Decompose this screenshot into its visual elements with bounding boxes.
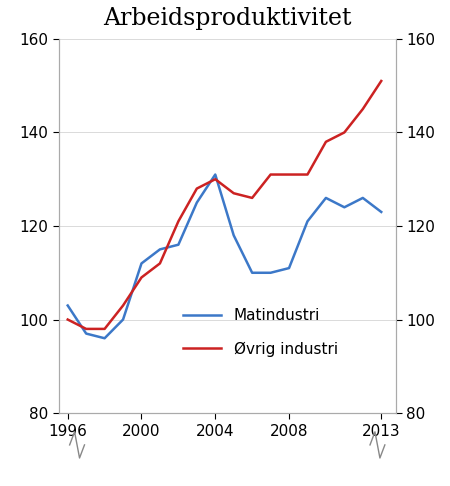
Matindustri: [212, 172, 218, 177]
Matindustri: [342, 204, 347, 210]
Øvrig industri: [212, 176, 218, 182]
Matindustri: [378, 209, 384, 215]
Øvrig industri: [102, 326, 107, 332]
Øvrig industri: [139, 275, 144, 280]
Line: Matindustri: Matindustri: [68, 174, 381, 338]
Øvrig industri: [378, 78, 384, 84]
Øvrig industri: [305, 172, 310, 177]
Line: Øvrig industri: Øvrig industri: [68, 81, 381, 329]
Matindustri: [268, 270, 273, 276]
Matindustri: [249, 270, 255, 276]
Øvrig industri: [65, 317, 70, 323]
Matindustri: [65, 303, 70, 309]
Øvrig industri: [231, 191, 236, 196]
Title: Arbeidsproduktivitet: Arbeidsproduktivitet: [103, 7, 351, 30]
Matindustri: [176, 242, 181, 248]
Øvrig industri: [342, 129, 347, 135]
Matindustri: [231, 232, 236, 238]
Øvrig industri: [157, 260, 162, 266]
Legend: Matindustri, Øvrig industri: Matindustri, Øvrig industri: [183, 308, 338, 357]
Øvrig industri: [120, 303, 126, 309]
Øvrig industri: [286, 172, 292, 177]
Øvrig industri: [268, 172, 273, 177]
Øvrig industri: [360, 106, 365, 112]
Øvrig industri: [194, 186, 199, 191]
Matindustri: [194, 200, 199, 206]
Matindustri: [83, 330, 89, 336]
Øvrig industri: [249, 195, 255, 201]
Matindustri: [323, 195, 328, 201]
Øvrig industri: [323, 139, 328, 145]
Matindustri: [286, 265, 292, 271]
Øvrig industri: [176, 218, 181, 224]
Matindustri: [102, 335, 107, 341]
Matindustri: [120, 317, 126, 323]
Matindustri: [360, 195, 365, 201]
Øvrig industri: [83, 326, 89, 332]
Matindustri: [305, 218, 310, 224]
Matindustri: [139, 260, 144, 266]
Matindustri: [157, 246, 162, 252]
